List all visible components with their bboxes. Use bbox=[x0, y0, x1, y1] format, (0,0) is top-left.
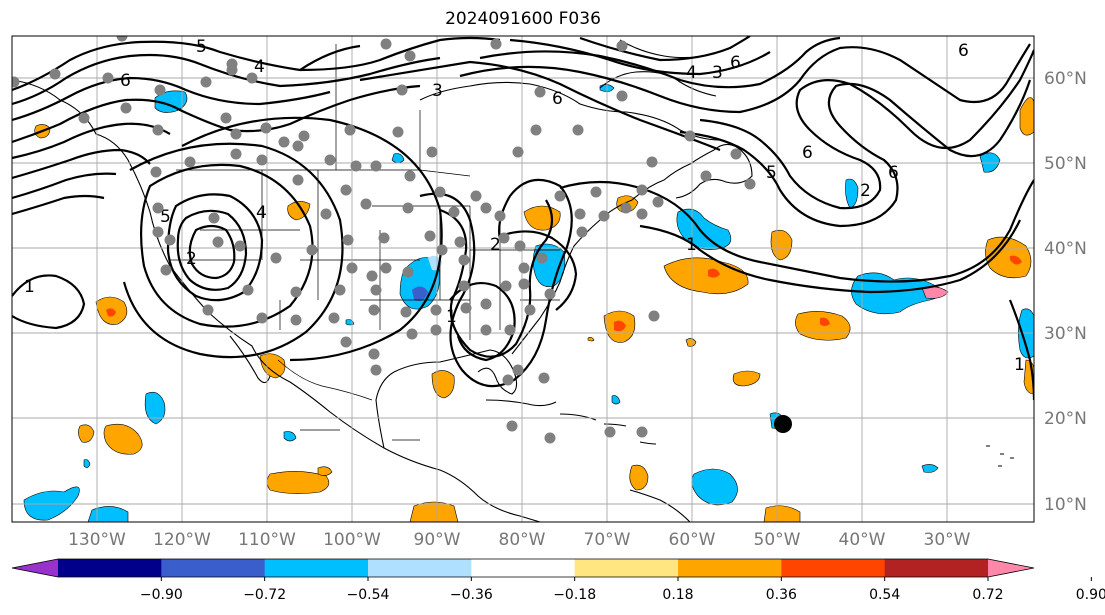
colorbar-segment bbox=[161, 559, 266, 577]
lon-label: 90°W bbox=[414, 530, 461, 550]
lon-label: 110°W bbox=[238, 530, 296, 550]
lon-label: 100°W bbox=[323, 530, 381, 550]
lon-label: 40°W bbox=[839, 530, 886, 550]
colorbar-segment bbox=[368, 559, 472, 577]
colorbar-segment bbox=[884, 559, 989, 577]
lon-label: 120°W bbox=[153, 530, 211, 550]
colorbar-tick-label: 0.54 bbox=[869, 587, 900, 603]
colorbar-tick-label: 0.36 bbox=[766, 587, 797, 603]
contour-label: 6 bbox=[552, 89, 563, 109]
colorbar-segment bbox=[678, 559, 782, 577]
lat-label: 50°N bbox=[1044, 154, 1087, 174]
storm-center-marker bbox=[774, 415, 792, 433]
contour-label: 4 bbox=[254, 57, 265, 77]
latitude-axis: 60°N 50°N 40°N 30°N 20°N 10°N bbox=[1044, 69, 1087, 515]
station-markers bbox=[12, 36, 756, 444]
lat-label: 20°N bbox=[1044, 409, 1087, 429]
contour-label: 6 bbox=[802, 143, 813, 163]
colorbar-arrow-high bbox=[988, 559, 1034, 577]
colorbar-segment bbox=[471, 559, 576, 577]
colorbar-tick-label: 0.72 bbox=[972, 587, 1003, 603]
lon-label: 50°W bbox=[754, 530, 801, 550]
contour-label: 4 bbox=[256, 203, 267, 223]
contour-label: 3 bbox=[432, 81, 443, 101]
colorbar-tick-label: 0.90 bbox=[1076, 587, 1105, 603]
lat-label: 40°N bbox=[1044, 239, 1087, 259]
contour-label: 1 bbox=[24, 277, 35, 297]
map-frame bbox=[11, 35, 1035, 523]
colorbar: −0.90 −0.72 −0.54 −0.36 −0.18 0.18 0.36 0.54 0.7… bbox=[11, 558, 1105, 603]
lat-label: 30°N bbox=[1044, 324, 1087, 344]
lon-label: 70°W bbox=[584, 530, 631, 550]
contour-label: 1 bbox=[446, 307, 457, 327]
colorbar-outline bbox=[11, 558, 1035, 578]
contour-label: 6 bbox=[730, 53, 741, 73]
lon-label: 30°W bbox=[924, 530, 971, 550]
contour-label: 4 bbox=[686, 63, 697, 83]
contour-label: 6 bbox=[958, 41, 969, 61]
lon-label: 80°W bbox=[499, 530, 546, 550]
contour-label: 5 bbox=[766, 163, 777, 183]
contour-label: 2 bbox=[490, 235, 501, 255]
longitude-axis: 130°W 120°W 110°W 100°W 90°W 80°W 70°W 6… bbox=[68, 530, 971, 550]
contour-label: 1 bbox=[1014, 355, 1025, 375]
colorbar-tick-label: −0.54 bbox=[347, 587, 390, 603]
colorbar-segment bbox=[781, 559, 886, 577]
colorbar-tick-label: −0.72 bbox=[243, 587, 286, 603]
colorbar-tick-label: −0.36 bbox=[450, 587, 493, 603]
contour-label: 6 bbox=[120, 71, 131, 91]
colorbar-segment bbox=[264, 559, 369, 577]
contour-label: 5 bbox=[160, 207, 171, 227]
contour-label: 3 bbox=[712, 63, 723, 83]
contour-labels: 5 4 6 3 4 3 6 6 2 1 1 2 5 6 6 5 4 2 1 1 … bbox=[24, 37, 1025, 375]
colorbar-segment bbox=[574, 559, 679, 577]
lat-label: 10°N bbox=[1044, 495, 1087, 515]
lon-label: 130°W bbox=[68, 530, 126, 550]
colorbar-tick-label: −0.90 bbox=[140, 587, 183, 603]
lat-label: 60°N bbox=[1044, 69, 1087, 89]
contour-label: 1 bbox=[686, 235, 697, 255]
colorbar-tick-label: 0.18 bbox=[662, 587, 693, 603]
colorbar-segment bbox=[58, 559, 162, 577]
contour-lines bbox=[12, 36, 1034, 401]
contour-label: 5 bbox=[196, 37, 207, 57]
contour-label: 6 bbox=[888, 163, 899, 183]
contour-label: 2 bbox=[860, 181, 871, 201]
colorbar-tick-label: −0.18 bbox=[553, 587, 596, 603]
contour-label: 2 bbox=[186, 249, 197, 269]
lon-label: 60°W bbox=[669, 530, 716, 550]
colorbar-arrow-low bbox=[12, 559, 58, 577]
map-title: 2024091600 F036 bbox=[445, 9, 601, 29]
